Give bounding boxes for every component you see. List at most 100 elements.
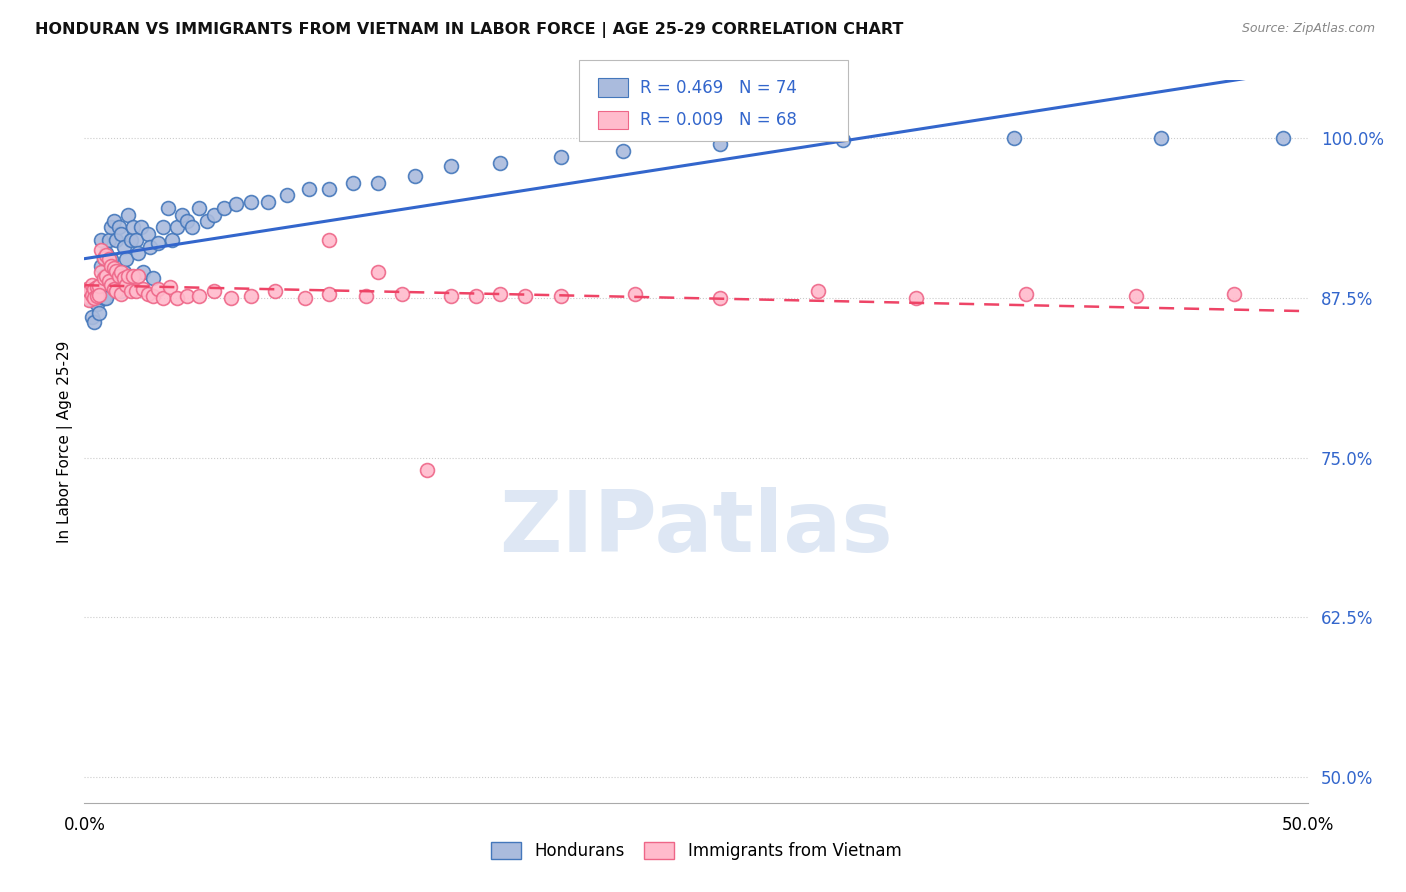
Point <box>107 271 129 285</box>
Point <box>96 291 118 305</box>
Point <box>202 208 225 222</box>
Point <box>831 133 853 147</box>
Point <box>550 150 572 164</box>
Point <box>103 271 125 285</box>
Point <box>391 286 413 301</box>
Point <box>96 268 118 283</box>
Point <box>132 282 155 296</box>
Text: ZIPatlas: ZIPatlas <box>499 487 893 570</box>
Point <box>105 265 128 279</box>
Point <box>83 315 105 329</box>
Point <box>100 259 122 273</box>
Point <box>172 208 194 222</box>
Point <box>80 277 103 292</box>
Point <box>142 271 165 285</box>
Point <box>127 246 149 260</box>
Point <box>100 252 122 267</box>
Point <box>264 285 287 299</box>
Point <box>212 201 235 215</box>
Point <box>125 233 148 247</box>
Point <box>176 289 198 303</box>
Point <box>77 285 100 299</box>
Point <box>318 182 340 196</box>
Point <box>195 214 218 228</box>
Text: Source: ZipAtlas.com: Source: ZipAtlas.com <box>1241 22 1375 36</box>
Point <box>146 235 169 250</box>
Point <box>77 291 100 305</box>
Point <box>612 144 634 158</box>
Point <box>112 239 135 253</box>
Point <box>90 286 112 301</box>
Point <box>103 214 125 228</box>
Point <box>112 271 135 285</box>
Point <box>257 194 280 209</box>
Point <box>276 188 298 202</box>
Point <box>1223 286 1246 301</box>
Point <box>93 268 115 283</box>
Point <box>404 169 426 184</box>
Point <box>513 289 536 303</box>
Point <box>550 289 572 303</box>
Point <box>93 251 115 265</box>
Point <box>115 252 138 267</box>
Point <box>105 285 128 299</box>
Legend: Hondurans, Immigrants from Vietnam: Hondurans, Immigrants from Vietnam <box>484 835 908 867</box>
Point <box>807 285 830 299</box>
Point <box>90 259 112 273</box>
Point <box>225 197 247 211</box>
Point <box>120 233 142 247</box>
Point <box>96 268 118 282</box>
Point <box>298 182 321 196</box>
Point <box>624 286 647 301</box>
Point <box>93 251 115 265</box>
Point <box>97 233 120 247</box>
Point <box>97 252 120 267</box>
Y-axis label: In Labor Force | Age 25-29: In Labor Force | Age 25-29 <box>58 341 73 542</box>
Text: R = 0.009   N = 68: R = 0.009 N = 68 <box>640 111 797 129</box>
Point <box>489 286 512 301</box>
Point <box>103 261 125 276</box>
Point <box>120 285 142 299</box>
Point <box>181 220 204 235</box>
Point <box>97 252 120 267</box>
Point <box>86 289 108 303</box>
Point <box>188 289 211 303</box>
Point <box>127 268 149 283</box>
Point <box>86 280 108 294</box>
Point <box>90 265 112 279</box>
Point <box>80 288 103 302</box>
Point <box>77 293 100 308</box>
Point <box>129 220 152 235</box>
Point <box>152 220 174 235</box>
Point <box>146 282 169 296</box>
Point <box>142 289 165 303</box>
Point <box>110 227 132 241</box>
Point <box>80 293 103 308</box>
Point <box>342 176 364 190</box>
Point <box>152 291 174 305</box>
Point <box>318 286 340 301</box>
Point <box>122 268 145 283</box>
Point <box>367 265 389 279</box>
Point <box>318 233 340 247</box>
Point <box>440 289 463 303</box>
Point <box>367 176 389 190</box>
Point <box>166 291 188 305</box>
Point <box>1015 286 1038 301</box>
Point <box>416 463 439 477</box>
Point <box>905 291 928 305</box>
Point <box>112 265 135 279</box>
Point <box>162 233 184 247</box>
Point <box>107 220 129 235</box>
Point <box>440 159 463 173</box>
Point <box>105 233 128 247</box>
Point <box>93 291 115 305</box>
Point <box>87 289 110 303</box>
Text: HONDURAN VS IMMIGRANTS FROM VIETNAM IN LABOR FORCE | AGE 25-29 CORRELATION CHART: HONDURAN VS IMMIGRANTS FROM VIETNAM IN L… <box>35 22 904 38</box>
Point <box>115 277 138 292</box>
Point <box>166 220 188 235</box>
Point <box>96 248 118 262</box>
Point <box>90 244 112 258</box>
Point <box>87 306 110 320</box>
Point <box>239 289 262 303</box>
